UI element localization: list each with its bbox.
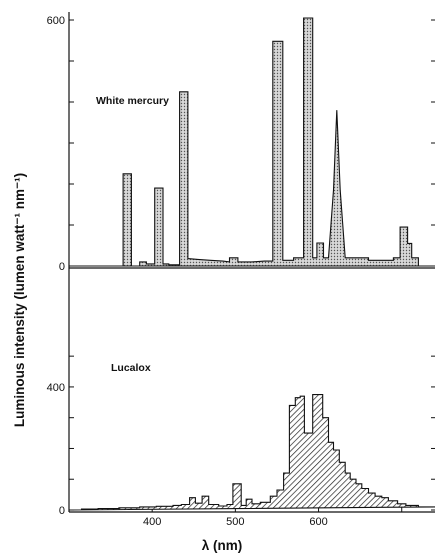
y-tick-label: 400 [47, 382, 65, 394]
y-tick-label: 0 [59, 505, 65, 517]
chart-frame: 0 600 0 400 400 500 600 [47, 12, 435, 528]
panel-label-white-mercury: White mercury [96, 95, 169, 107]
x-tick-label: 500 [226, 516, 244, 528]
y-axis-title: Luminous intensity (lumen watt⁻¹ nm⁻¹) [12, 173, 27, 427]
x-tick-label: 600 [309, 516, 327, 528]
y-tick-label: 0 [59, 261, 65, 273]
panel-label-lucalox: Lucalox [111, 362, 151, 374]
x-tick-label: 400 [143, 516, 161, 528]
x-axis-title: λ (nm) [202, 538, 243, 553]
spectrum-white-mercury [69, 17, 435, 267]
chart-marks [68, 17, 435, 511]
spectrum-lucalox [68, 394, 435, 511]
y-tick-label: 600 [47, 15, 65, 27]
